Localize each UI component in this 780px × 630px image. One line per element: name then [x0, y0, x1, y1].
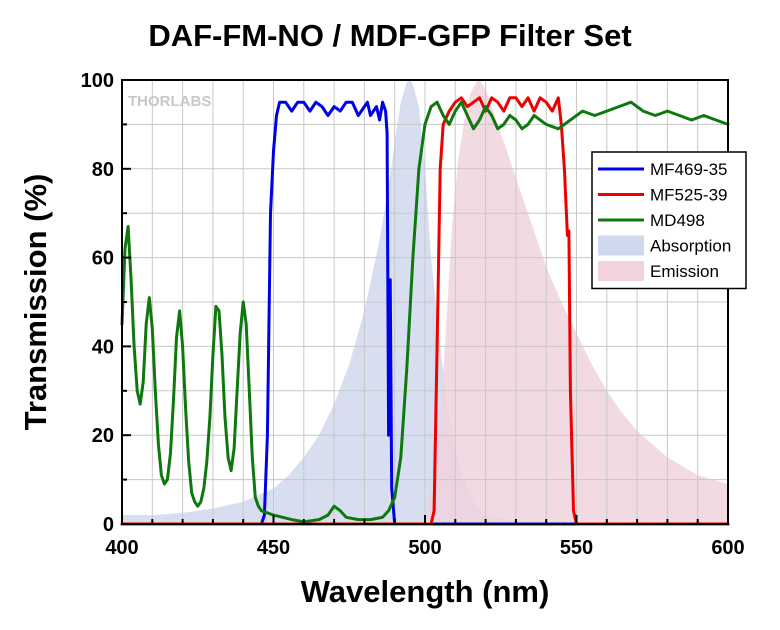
legend-label-mf525-39: MF525-39 [650, 186, 727, 205]
x-tick-label: 400 [105, 537, 138, 559]
legend: MF469-35 MF525-39 MD498 Absorption Emission [591, 151, 747, 290]
legend-label-md498: MD498 [650, 211, 705, 230]
line-series-layer [120, 96, 730, 526]
y-tick-label: 60 [92, 248, 114, 270]
y-tick-label: 40 [92, 336, 114, 358]
legend-swatch-absorption [598, 235, 644, 256]
legend-label-mf469-35: MF469-35 [650, 160, 727, 179]
y-tick-label: 0 [103, 514, 114, 536]
series-line-mf469-35 [120, 100, 730, 526]
legend-label-absorption: Absorption [650, 237, 731, 256]
y-tick-label: 80 [92, 159, 114, 181]
y-axis-title: Transmission (%) [18, 174, 53, 431]
x-tick-label: 500 [408, 537, 441, 559]
series-line-md498 [120, 100, 730, 524]
legend-swatch-emission [598, 261, 644, 281]
y-tick-label: 100 [81, 70, 114, 92]
x-tick-label: 450 [257, 537, 290, 559]
x-tick-label: 600 [711, 537, 744, 559]
chart-title: DAF-FM-NO / MDF-GFP Filter Set [148, 18, 632, 53]
grid-layer [122, 80, 728, 524]
thorlabs-watermark: THORLABS [128, 93, 211, 110]
ticks-layer: 400 450 500 550 600 0 20 40 60 80 100 [81, 70, 745, 559]
x-tick-label: 550 [560, 537, 593, 559]
legend-label-emission: Emission [650, 262, 719, 281]
x-axis-title: Wavelength (nm) [301, 574, 550, 609]
y-tick-label: 20 [92, 425, 114, 447]
